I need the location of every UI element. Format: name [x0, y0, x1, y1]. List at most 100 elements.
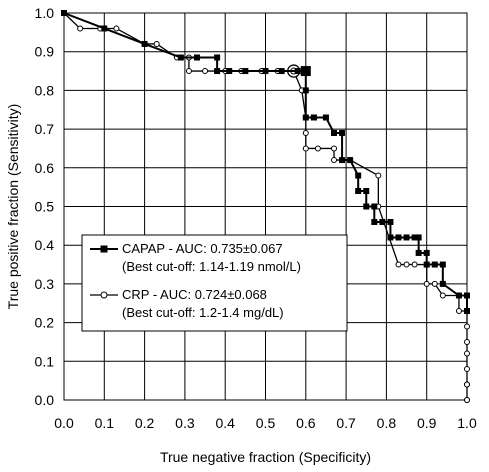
data-point — [278, 68, 285, 75]
data-point — [464, 381, 470, 388]
legend-marker — [100, 291, 108, 299]
x-tick-label: 0.3 — [175, 415, 195, 431]
data-point — [464, 292, 470, 299]
y-tick-label: 0.4 — [35, 237, 55, 253]
data-point — [193, 54, 200, 61]
x-tick-label: 1.0 — [457, 415, 477, 431]
y-tick-label: 0.0 — [35, 392, 55, 408]
y-axis-label: True positive fraction (Sensitivity) — [5, 104, 21, 310]
data-point — [242, 68, 249, 75]
data-point — [431, 261, 438, 268]
data-point — [226, 68, 233, 75]
data-point — [314, 145, 321, 152]
y-tick-label: 0.7 — [35, 121, 55, 137]
data-point — [363, 203, 370, 210]
data-point — [302, 145, 309, 152]
data-point — [403, 261, 410, 268]
data-point — [395, 261, 402, 268]
data-point — [339, 129, 346, 136]
data-point — [347, 157, 354, 164]
data-point — [375, 172, 382, 179]
data-point — [423, 249, 430, 256]
x-axis-label: True negative fraction (Specificity) — [160, 449, 371, 465]
series-capap — [61, 10, 470, 314]
data-point — [464, 323, 470, 330]
y-tick-label: 0.8 — [35, 82, 55, 98]
data-point — [339, 157, 346, 164]
data-point — [387, 218, 394, 225]
data-point — [464, 350, 470, 357]
y-tick-label: 0.6 — [35, 160, 55, 176]
legend-series-name: CAPAP - AUC: 0.735±0.067 — [122, 241, 283, 256]
data-point — [185, 68, 192, 75]
data-point — [113, 25, 120, 32]
data-point — [355, 172, 362, 179]
best-cutoff-marker — [300, 66, 311, 77]
data-point — [371, 203, 378, 210]
legend-marker — [100, 245, 108, 253]
y-tick-label: 0.9 — [35, 44, 55, 60]
x-tick-label: 0.1 — [95, 415, 115, 431]
data-point — [464, 366, 470, 373]
series-layer — [61, 10, 470, 403]
data-point — [455, 307, 462, 314]
data-point — [141, 40, 148, 47]
legend-series-note: (Best cut-off: 1.2-1.4 mg/dL) — [122, 305, 284, 320]
legend-series-note: (Best cut-off: 1.14-1.19 nmol/L) — [122, 259, 301, 274]
data-point — [310, 114, 317, 121]
data-point — [302, 114, 309, 121]
y-tick-label: 0.1 — [35, 353, 55, 369]
data-point — [439, 292, 446, 299]
data-point — [415, 249, 422, 256]
data-point — [302, 129, 309, 136]
data-point — [439, 280, 446, 287]
legend-item: CAPAP - AUC: 0.735±0.067 (Best cut-off: 1… — [90, 241, 301, 274]
data-point — [411, 261, 418, 268]
data-point — [379, 218, 386, 225]
data-point — [464, 307, 470, 314]
x-tick-label: 0.4 — [215, 415, 235, 431]
y-tick-label: 0.5 — [35, 199, 55, 215]
legend-box — [81, 234, 348, 332]
data-point — [177, 54, 184, 61]
data-point — [61, 10, 67, 16]
data-point — [387, 234, 394, 241]
data-point — [431, 280, 438, 287]
legend: CAPAP - AUC: 0.735±0.067 (Best cut-off: 1… — [81, 234, 348, 332]
data-point — [363, 188, 370, 195]
data-point — [439, 261, 446, 268]
data-point — [403, 234, 410, 241]
data-point — [331, 157, 338, 164]
data-point — [415, 234, 422, 241]
x-tick-label: 0.0 — [54, 415, 74, 431]
y-tick-label: 0.2 — [35, 315, 55, 331]
data-point — [423, 261, 430, 268]
legend-items: CAPAP - AUC: 0.735±0.067 (Best cut-off: 1… — [90, 241, 301, 320]
y-tick-label: 0.3 — [35, 276, 55, 292]
data-point — [214, 54, 221, 61]
x-tick-label: 0.5 — [256, 415, 276, 431]
data-point — [455, 292, 462, 299]
data-point — [214, 68, 221, 75]
data-point — [302, 87, 309, 94]
data-point — [331, 129, 338, 136]
x-tick-label: 0.8 — [377, 415, 397, 431]
x-tick-label: 0.2 — [135, 415, 155, 431]
data-point — [77, 25, 84, 32]
legend-item: CRP - AUC: 0.724±0.068 (Best cut-off: 1.2… — [90, 287, 284, 320]
x-axis-tick-labels: 0.0 0.1 0.2 0.3 0.4 0.5 0.6 0.7 0.8 0.9 1.0 — [54, 415, 477, 431]
x-tick-label: 0.6 — [296, 415, 316, 431]
x-tick-label: 0.9 — [417, 415, 437, 431]
data-point — [331, 145, 338, 152]
data-point — [101, 25, 108, 32]
data-point — [355, 188, 362, 195]
data-point — [153, 40, 160, 47]
data-point — [202, 68, 209, 75]
data-point — [322, 114, 329, 121]
data-point — [464, 397, 470, 403]
data-point — [262, 68, 269, 75]
data-point — [395, 234, 402, 241]
data-point — [294, 68, 301, 75]
legend-series-name: CRP - AUC: 0.724±0.068 — [122, 287, 267, 302]
